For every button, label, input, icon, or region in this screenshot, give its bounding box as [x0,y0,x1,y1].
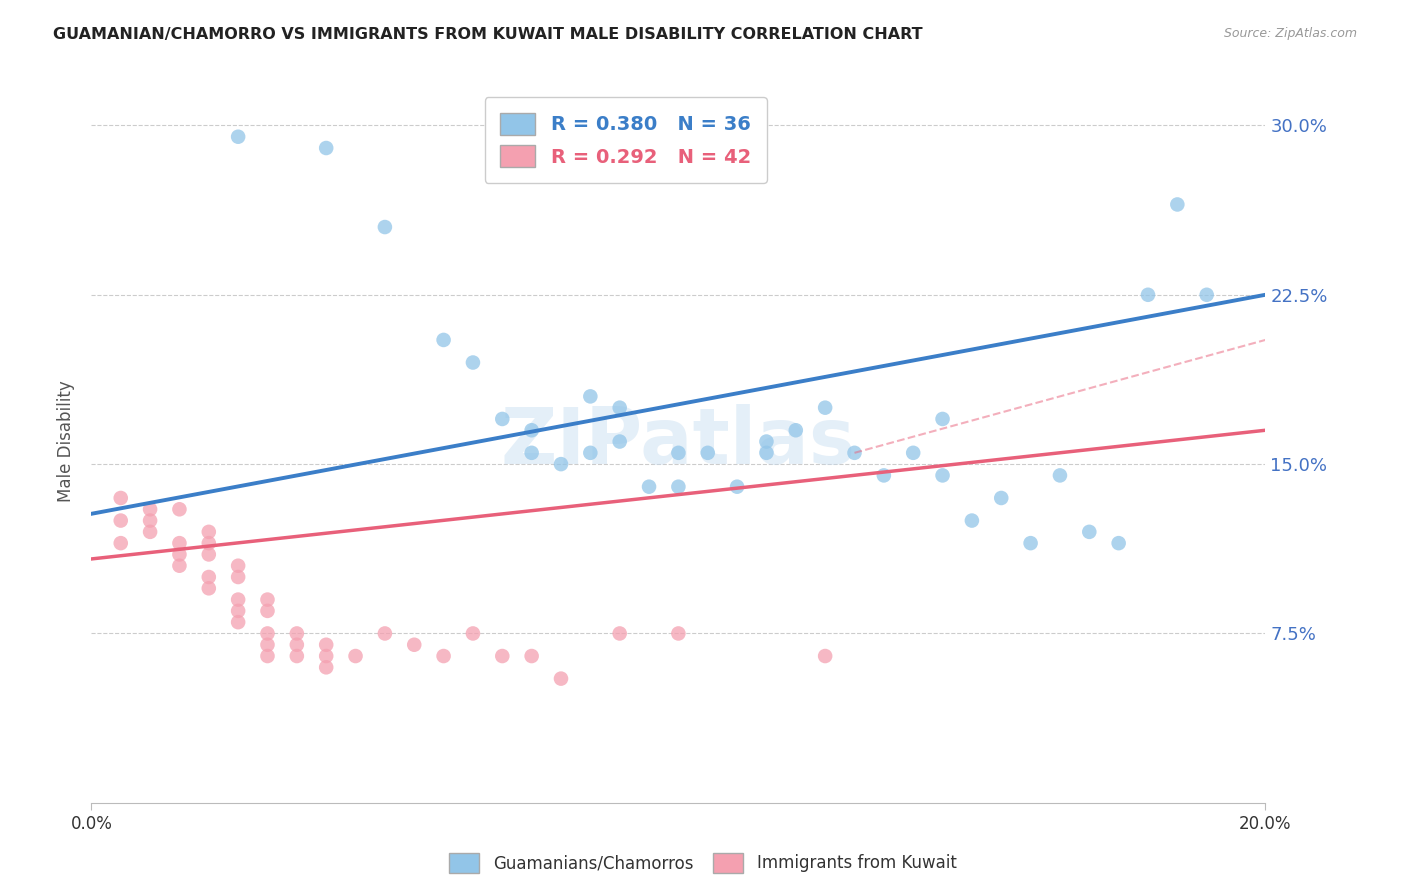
Point [579,389,602,403]
Point [169,558,191,573]
Point [990,491,1012,505]
Point [197,524,219,539]
Point [550,672,572,686]
Point [256,648,278,663]
Legend: R = 0.380   N = 36, R = 0.292   N = 42: R = 0.380 N = 36, R = 0.292 N = 42 [485,97,766,183]
Point [226,129,249,144]
Point [609,626,631,640]
Point [931,468,953,483]
Point [110,536,132,550]
Point [755,446,778,460]
Point [696,446,718,460]
Point [666,480,689,494]
Point [844,446,866,460]
Point [666,626,689,640]
Point [931,412,953,426]
Point [814,648,837,663]
Point [374,220,396,235]
Point [579,446,602,460]
Point [814,401,837,415]
Point [491,412,513,426]
Point [226,592,249,607]
Point [1166,197,1188,211]
Point [197,570,219,584]
Point [520,446,543,460]
Point [404,638,426,652]
Point [638,480,661,494]
Y-axis label: Male Disability: Male Disability [58,381,76,502]
Text: Source: ZipAtlas.com: Source: ZipAtlas.com [1223,27,1357,40]
Point [873,468,896,483]
Point [491,648,513,663]
Point [432,333,454,347]
Text: GUAMANIAN/CHAMORRO VS IMMIGRANTS FROM KUWAIT MALE DISABILITY CORRELATION CHART: GUAMANIAN/CHAMORRO VS IMMIGRANTS FROM KU… [53,27,924,42]
Text: ZIPatlas: ZIPatlas [501,403,856,480]
Point [226,570,249,584]
Legend: Guamanians/Chamorros, Immigrants from Kuwait: Guamanians/Chamorros, Immigrants from Ku… [443,847,963,880]
Point [461,626,484,640]
Point [520,648,543,663]
Point [197,548,219,562]
Point [139,524,162,539]
Point [1195,287,1218,301]
Point [666,446,689,460]
Point [550,457,572,471]
Point [197,536,219,550]
Point [432,648,454,663]
Point [374,626,396,640]
Point [903,446,925,460]
Point [315,648,337,663]
Point [1108,536,1130,550]
Point [285,638,308,652]
Point [725,480,748,494]
Point [285,648,308,663]
Point [1049,468,1071,483]
Point [960,514,983,528]
Point [285,626,308,640]
Point [609,434,631,449]
Point [110,491,132,505]
Point [197,582,219,596]
Point [256,592,278,607]
Point [785,423,807,437]
Point [609,401,631,415]
Point [110,514,132,528]
Point [256,604,278,618]
Point [520,423,543,437]
Point [755,434,778,449]
Point [315,141,337,155]
Point [226,558,249,573]
Point [315,660,337,674]
Point [139,514,162,528]
Point [226,604,249,618]
Point [1136,287,1159,301]
Point [169,502,191,516]
Point [169,548,191,562]
Point [315,638,337,652]
Point [256,638,278,652]
Point [1078,524,1101,539]
Point [256,626,278,640]
Point [169,536,191,550]
Point [226,615,249,630]
Point [1019,536,1042,550]
Point [461,355,484,369]
Point [344,648,367,663]
Point [139,502,162,516]
